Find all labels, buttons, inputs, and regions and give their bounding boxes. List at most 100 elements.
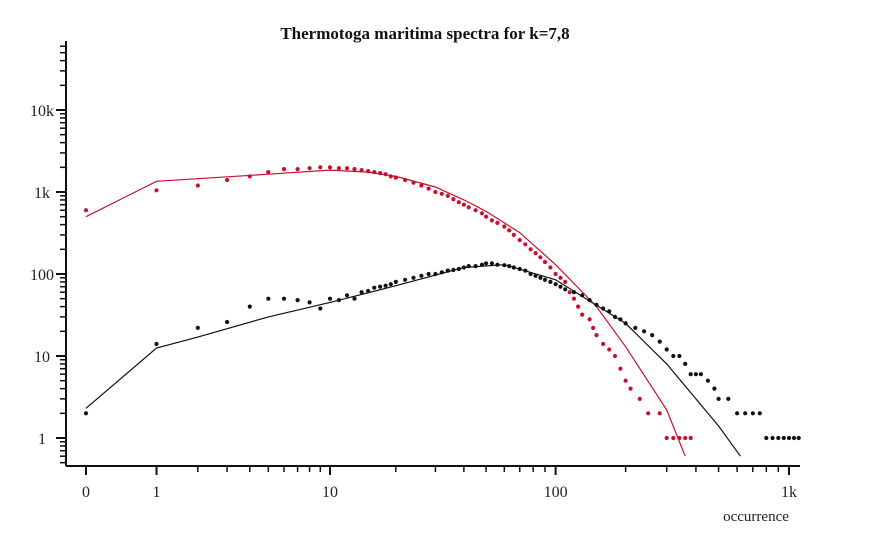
- data-point: [461, 202, 466, 207]
- data-point: [484, 261, 489, 266]
- data-point: [336, 298, 341, 303]
- data-point: [502, 263, 507, 268]
- y-tick-label: 1k: [34, 185, 50, 202]
- data-point: [642, 329, 647, 334]
- data-point: [623, 378, 628, 383]
- data-point: [359, 168, 364, 173]
- data-point: [664, 347, 669, 352]
- data-point: [372, 285, 377, 290]
- data-point: [533, 273, 538, 278]
- data-point: [281, 296, 287, 301]
- data-point: [587, 317, 592, 322]
- data-point: [352, 296, 357, 301]
- data-point: [484, 214, 489, 219]
- data-point: [318, 165, 323, 170]
- data-point: [466, 264, 471, 269]
- data-point: [383, 172, 388, 177]
- data-point: [786, 435, 792, 441]
- data-point: [601, 341, 606, 347]
- data-point: [612, 353, 618, 359]
- data-point: [542, 277, 548, 282]
- fit-line: [85, 264, 741, 457]
- data-point: [327, 296, 333, 301]
- data-point: [688, 435, 693, 441]
- data-point: [567, 290, 572, 295]
- data-point: [479, 211, 485, 216]
- fit-lines: [85, 169, 741, 457]
- data-point: [433, 189, 438, 195]
- data-point: [607, 347, 612, 352]
- data-point: [764, 435, 769, 441]
- data-point: [576, 304, 581, 309]
- data-point: [698, 372, 704, 377]
- data-point: [517, 266, 522, 272]
- data-point: [451, 267, 456, 273]
- data-point: [571, 296, 577, 301]
- data-point: [507, 228, 512, 233]
- data-point: [533, 251, 538, 256]
- data-point: [383, 283, 388, 288]
- data-point: [419, 183, 424, 188]
- data-point: [195, 183, 200, 188]
- data-point: [664, 435, 669, 441]
- x-tick-label: 1: [153, 484, 161, 501]
- data-point: [372, 170, 377, 175]
- data-point: [781, 435, 786, 441]
- chart-title: Thermotoga maritima spectra for k=7,8: [280, 24, 569, 43]
- data-point: [378, 171, 383, 176]
- data-point: [523, 268, 528, 273]
- data-point: [344, 293, 350, 298]
- data-point: [743, 411, 748, 416]
- fit-line: [85, 169, 686, 457]
- data-point: [594, 302, 599, 307]
- data-point: [594, 333, 599, 338]
- data-point: [528, 247, 533, 252]
- data-point: [612, 314, 618, 319]
- data-point: [796, 435, 801, 441]
- data-point: [591, 325, 596, 330]
- data-point: [712, 386, 717, 391]
- data-point: [336, 166, 341, 171]
- data-point: [266, 296, 271, 301]
- data-point: [750, 411, 755, 416]
- data-point: [683, 361, 688, 366]
- data-point: [366, 288, 371, 294]
- data-point: [548, 265, 553, 270]
- data-point: [489, 261, 494, 266]
- data-point: [517, 237, 522, 243]
- data-point: [456, 266, 461, 272]
- data-point: [726, 396, 731, 401]
- data-point: [359, 290, 364, 295]
- data-point: [538, 255, 543, 260]
- data-point: [623, 321, 628, 326]
- data-point: [542, 259, 548, 265]
- data-point: [154, 341, 159, 347]
- data-point: [195, 325, 200, 330]
- data-point: [657, 339, 662, 344]
- data-point: [548, 279, 553, 284]
- data-point: [618, 317, 623, 322]
- data-point: [318, 306, 323, 311]
- data-point: [439, 270, 444, 275]
- data-point: [628, 386, 633, 391]
- data-point: [295, 167, 300, 172]
- y-tick-label: 1: [38, 431, 46, 448]
- data-point: [433, 271, 438, 277]
- data-point: [388, 174, 393, 179]
- data-point: [83, 208, 89, 213]
- data-point: [393, 279, 398, 284]
- data-point: [411, 180, 416, 185]
- data-point: [563, 279, 568, 284]
- data-point: [650, 333, 655, 338]
- data-point: [511, 232, 516, 237]
- y-tick-label: 100: [30, 267, 54, 284]
- data-point: [502, 224, 507, 229]
- x-tick-label: 10: [322, 484, 338, 501]
- data-point: [657, 411, 662, 416]
- data-point: [388, 282, 393, 287]
- data-point: [688, 372, 693, 377]
- data-point: [693, 372, 699, 377]
- x-tick-label: 100: [544, 484, 568, 501]
- data-point: [473, 208, 478, 213]
